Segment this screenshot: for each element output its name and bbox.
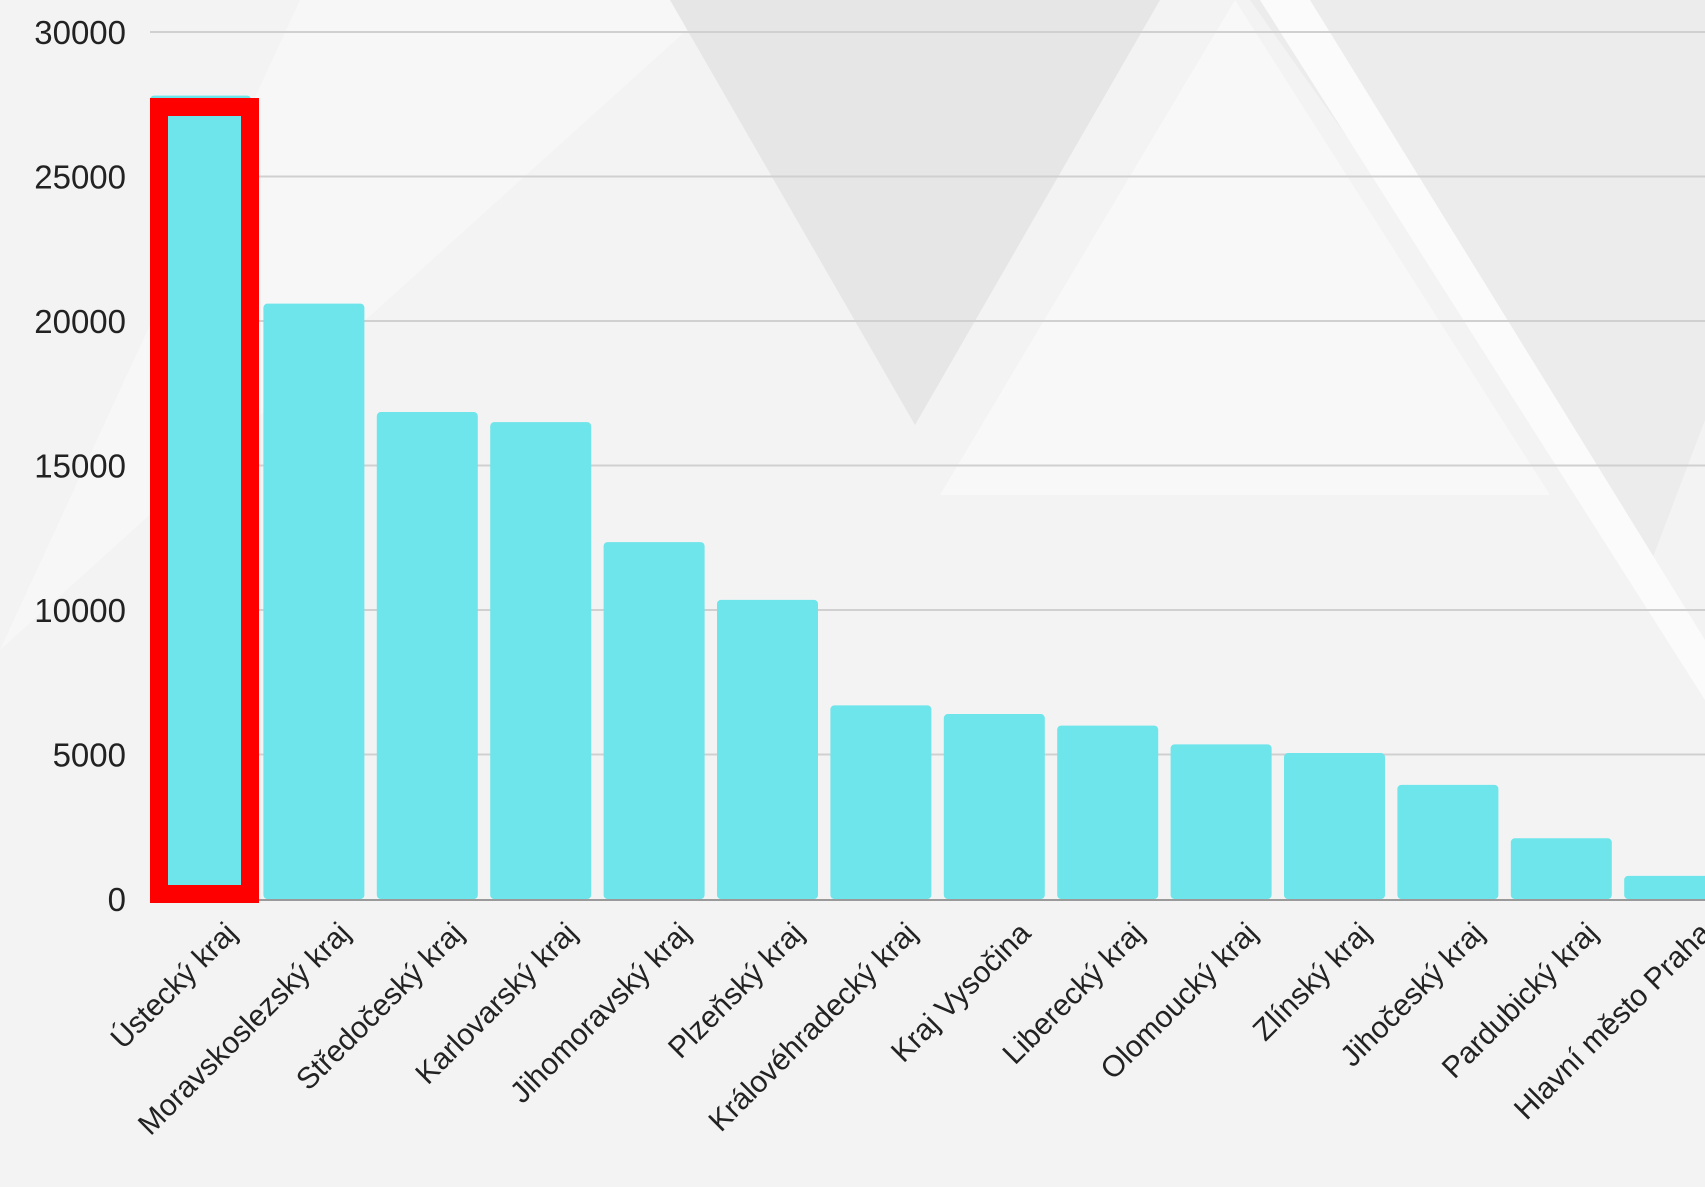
bar [376, 412, 478, 899]
bars [150, 95, 1705, 899]
y-tick-label: 15000 [34, 448, 126, 485]
bar [603, 542, 705, 899]
bar [1057, 725, 1159, 899]
x-tick-label: Moravskoslezský kraj [132, 917, 357, 1142]
y-tick-label: 25000 [34, 159, 126, 196]
highlight-box [150, 98, 259, 903]
bar [263, 303, 365, 899]
y-tick-label: 30000 [34, 14, 126, 51]
bar [1284, 753, 1385, 899]
x-tick-label: Královéhradecký kraj [702, 917, 923, 1138]
y-tick-label: 0 [108, 881, 126, 918]
y-axis: 0 5000 10000 15000 20000 25000 30000 [34, 14, 126, 918]
bar [150, 95, 251, 899]
bar [1624, 875, 1705, 899]
bar [490, 422, 592, 899]
highlight-rectangle [150, 98, 259, 903]
bar [943, 714, 1045, 899]
bar [830, 705, 932, 899]
bar [1397, 784, 1499, 899]
y-tick-label: 10000 [34, 592, 126, 629]
bar [717, 599, 818, 899]
x-tick-label: Hlavní město Praha [1508, 916, 1705, 1126]
bar [1510, 838, 1612, 899]
y-tick-label: 20000 [34, 303, 126, 340]
y-tick-label: 5000 [53, 737, 126, 774]
bar [1170, 744, 1272, 899]
